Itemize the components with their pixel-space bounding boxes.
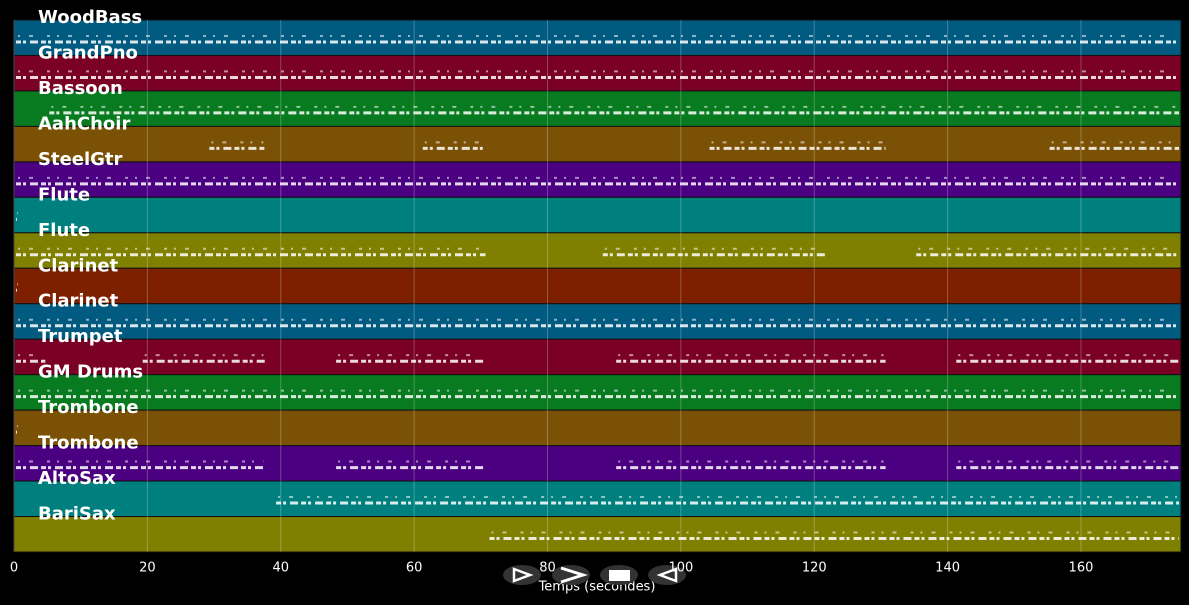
x-tick-label: 40 [272, 561, 289, 576]
forward-button[interactable] [552, 565, 590, 585]
track-label: SteelGtr [38, 149, 123, 170]
x-tick-label: 160 [1069, 561, 1094, 576]
track-label: Trombone [38, 397, 139, 418]
track-band [13, 445, 1182, 482]
track-label: GrandPno [38, 42, 138, 63]
track-label: AahChoir [38, 113, 130, 134]
track-label: BariSax [38, 504, 116, 525]
x-tick-label: 0 [10, 561, 18, 576]
track-band [13, 196, 1182, 234]
play-button[interactable] [503, 565, 541, 585]
x-tick-label: 100 [668, 561, 693, 576]
rewind-button[interactable] [648, 565, 686, 585]
x-tick-label: 120 [802, 561, 827, 576]
grid [13, 20, 1082, 552]
track-band [13, 161, 1182, 198]
track-band [13, 125, 1182, 163]
track-band [13, 409, 1182, 447]
track-band [13, 90, 1182, 127]
notes [16, 34, 1179, 541]
track-band [13, 232, 1182, 269]
track-band [13, 54, 1182, 92]
track-label: AltoSax [38, 468, 116, 489]
track-band [13, 516, 1182, 553]
track-band [13, 338, 1182, 376]
track-label: GM Drums [38, 362, 143, 383]
x-tick-label: 80 [539, 561, 556, 576]
stop-button[interactable] [600, 565, 638, 585]
x-axis-label: Temps (secondes) [538, 580, 656, 595]
track-label: Flute [38, 184, 90, 205]
tracks [13, 19, 1182, 553]
track-band [13, 303, 1182, 340]
track-labels: WoodBass GrandPno Bassoon AahChoir SteelGtr F… [38, 7, 143, 525]
track-label: Clarinet [38, 291, 119, 312]
track-band [13, 19, 1182, 56]
track-label: WoodBass [38, 7, 142, 28]
track-band [13, 374, 1182, 411]
track-label: Clarinet [38, 255, 119, 276]
playback-controls [503, 565, 686, 585]
track-label: Bassoon [38, 78, 123, 99]
x-tick-label: 140 [935, 561, 960, 576]
track-label: Flute [38, 220, 90, 241]
x-tick-label: 20 [139, 561, 156, 576]
track-label: Trombone [38, 433, 139, 454]
track-label: Trumpet [38, 326, 123, 347]
track-band [13, 480, 1182, 518]
x-tick-label: 60 [406, 561, 423, 576]
track-band [13, 267, 1182, 305]
